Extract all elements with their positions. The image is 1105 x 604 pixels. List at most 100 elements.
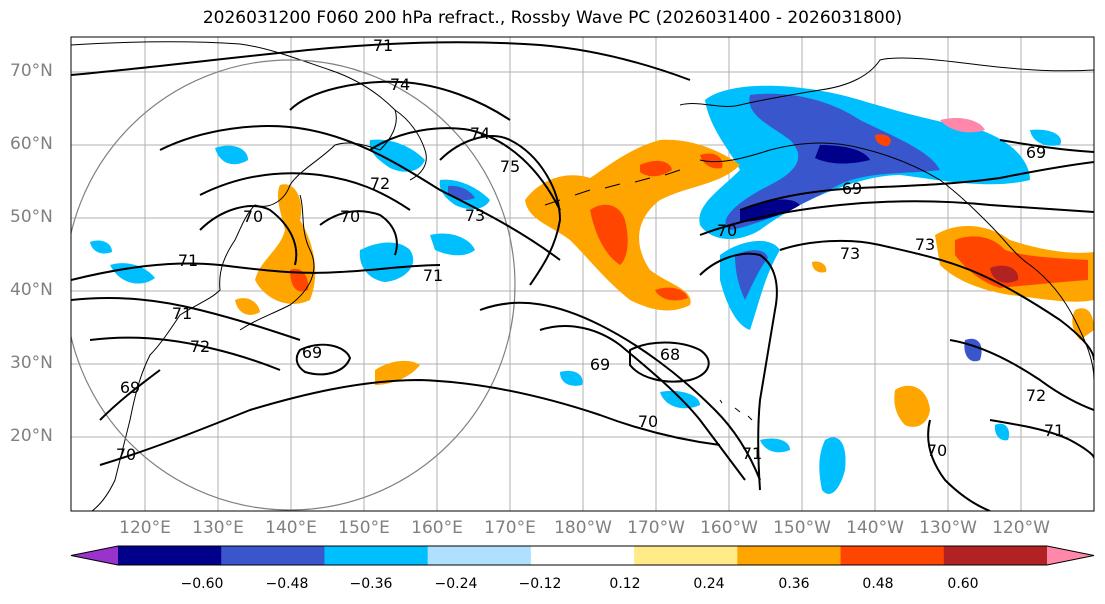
contour-label: 71 (178, 251, 198, 270)
positive-region-pacific-arc (525, 139, 740, 311)
colorbar-segment (118, 546, 222, 565)
contour-label: 71 (1044, 421, 1064, 440)
positive-core-pacific-arc (590, 204, 628, 265)
positive-region-trop-2 (375, 360, 420, 385)
shaded-anomaly-regions (90, 85, 1094, 494)
negative-deep-alaska (815, 145, 870, 164)
positive-region-trop-4 (812, 261, 827, 273)
colorbar-tick: −0.60 (180, 576, 224, 592)
colorbar-segment (737, 546, 842, 565)
contour-label: 69 (1026, 143, 1046, 162)
map-title: 2026031200 F060 200 hPa refract., Rossby… (202, 8, 903, 28)
lon-label-170e: 170°E (484, 518, 536, 538)
lon-label-170w: 170°W (627, 518, 685, 538)
contour-75 (439, 135, 562, 286)
negative-region-china (110, 263, 155, 284)
colorbar (70, 545, 1095, 566)
contour-label: 69 (120, 378, 140, 397)
contour-label: 72 (190, 337, 210, 356)
positive-region-nw-2 (940, 118, 985, 133)
contour-70-south (99, 378, 721, 466)
colorbar-tick: 0.48 (862, 576, 894, 592)
lon-label-120e: 120°E (119, 518, 171, 538)
lon-label-130e: 130°E (192, 518, 244, 538)
map-frame (70, 36, 1095, 512)
lat-label-30n: 30°N (10, 353, 53, 373)
contour-label: 71 (423, 266, 443, 285)
contour-71-gulf (699, 252, 778, 491)
colorbar-segment (530, 546, 635, 565)
contour-71-east (989, 419, 1094, 459)
contour-71-mid (71, 262, 441, 281)
contour-74-inner (369, 127, 561, 211)
contour-72-south (89, 336, 281, 371)
contour-label: 70 (340, 207, 360, 226)
refractive-index-contours (71, 41, 1094, 511)
lon-label-120w: 120°W (992, 518, 1050, 538)
contour-69-south (99, 369, 161, 421)
contour-69-east (999, 139, 1094, 153)
positive-core-aleutian-2 (700, 153, 723, 169)
lat-label-70n: 70°N (10, 61, 53, 81)
lat-label-20n: 20°N (10, 426, 53, 446)
contour-73 (159, 125, 561, 261)
lat-label-40n: 40°N (10, 280, 53, 300)
great-circle (71, 59, 516, 511)
negative-region-trop-1 (819, 437, 846, 494)
contour-71-north (71, 41, 691, 81)
lon-label-160w: 160°W (700, 518, 758, 538)
contour-labels: 71 74 74 75 72 73 70 70 71 71 71 72 69 69 70 68 69 70 71 69… (116, 37, 1064, 464)
contour-label: 69 (590, 355, 610, 374)
contour-label: 72 (370, 174, 390, 193)
coastline-aleutians (544, 169, 681, 206)
positive-region-trop-3 (1072, 308, 1094, 340)
negative-region-mid-pacific (560, 370, 583, 386)
colorbar-extend-min (71, 546, 118, 565)
negative-region-hawaii (660, 390, 700, 409)
contour-label: 73 (915, 235, 935, 254)
contour-label: 70 (243, 207, 263, 226)
positive-deep-west-coast (990, 265, 1019, 283)
negative-region-nw-pacific (359, 242, 414, 282)
positive-region-korea (235, 298, 260, 315)
coastline-asia (71, 41, 397, 511)
contour-70-gulf (699, 200, 1094, 236)
contour-label: 73 (840, 244, 860, 263)
positive-core-aleutian (640, 160, 672, 177)
colorbar-tick: 0.24 (693, 576, 725, 592)
contour-label: 70 (717, 221, 737, 240)
contour-70-m (319, 210, 398, 256)
negative-region-arctic (1030, 129, 1061, 146)
contour-label: 70 (927, 441, 947, 460)
contour-label: 68 (660, 345, 680, 364)
colorbar-tick: −0.24 (434, 576, 478, 592)
negative-region-kamchatka (369, 139, 425, 172)
coastline-alaska (679, 57, 1094, 107)
lat-label-60n: 60°N (10, 134, 53, 154)
lon-label-140w: 140°W (846, 518, 904, 538)
coastline-hawaii (719, 399, 753, 421)
negative-region-e-siberia (215, 145, 248, 165)
colorbar-tick: −0.48 (265, 576, 309, 592)
contour-label: 72 (1026, 386, 1046, 405)
lon-label-150e: 150°E (338, 518, 390, 538)
lon-label-130w: 130°W (919, 518, 977, 538)
contour-label: 74 (390, 75, 410, 94)
colorbar-tick: 0.60 (947, 576, 979, 592)
colorbar-segment (943, 546, 1048, 565)
lon-label-180w: 180°W (554, 518, 612, 538)
coastline-japan (239, 194, 315, 331)
positive-core-west-coast (955, 236, 1088, 288)
lon-label-160e: 160°E (411, 518, 463, 538)
contour-70-w (199, 205, 298, 266)
negative-region-trop-3 (994, 423, 1010, 441)
contour-label: 71 (172, 304, 192, 323)
contour-71-south (71, 297, 301, 341)
negative-region-trop-4 (760, 438, 790, 453)
positive-core-japan (290, 268, 309, 292)
coastline-alaska-south (699, 142, 1094, 381)
colorbar-segment (324, 546, 429, 565)
positive-core-south (655, 287, 688, 301)
negative-region-china-2 (90, 240, 112, 254)
contour-68 (629, 341, 710, 383)
